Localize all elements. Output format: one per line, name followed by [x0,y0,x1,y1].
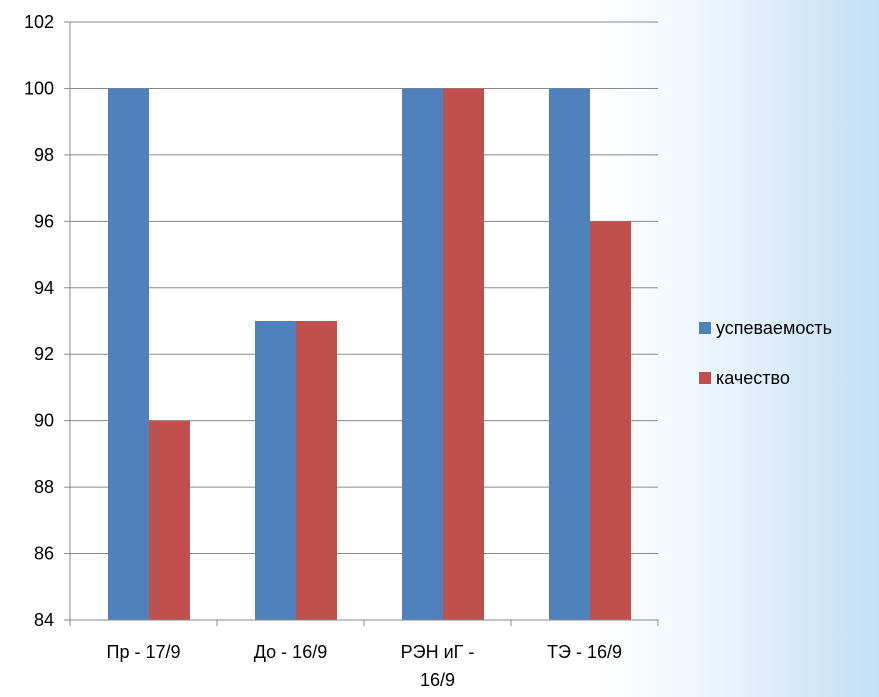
bar-uspevaemost-1 [255,321,296,620]
x-tick-label-0: Пр - 17/9 [107,642,181,662]
y-tick-label-86: 86 [34,544,54,564]
y-tick-label-100: 100 [24,78,54,98]
y-tick-label-96: 96 [34,211,54,231]
bar-kachestvo-2 [443,88,484,620]
y-tick-label-102: 102 [24,12,54,32]
y-tick-label-84: 84 [34,610,54,630]
bar-kachestvo-1 [296,321,337,620]
y-tick-label-88: 88 [34,477,54,497]
x-tick-label-2: РЭН иГ -16/9 [401,642,475,690]
axes [64,21,659,626]
y-tick-label-92: 92 [34,344,54,364]
bar-kachestvo-0 [149,420,190,620]
bar-uspevaemost-2 [402,88,443,620]
bar-kachestvo-3 [590,221,631,621]
x-tick-label-3: ТЭ - 16/9 [547,642,622,662]
legend: успеваемость качество [699,318,832,388]
x-tick-label-1: До - 16/9 [254,642,327,662]
bar-uspevaemost-3 [549,88,590,620]
legend-swatch-kachestvo [699,372,711,384]
y-tick-label-90: 90 [34,411,54,431]
y-tick-labels: 84 86 88 90 92 94 96 98 100 102 [24,12,54,630]
legend-label-uspevaemost: успеваемость [716,318,832,338]
x-tick-labels: Пр - 17/9 До - 16/9 РЭН иГ -16/9 ТЭ - 16/9 [107,642,622,690]
y-tick-label-94: 94 [34,278,54,298]
legend-swatch-uspevaemost [699,322,711,334]
bars [108,88,631,621]
legend-label-kachestvo: качество [716,368,790,388]
y-tick-label-98: 98 [34,145,54,165]
bar-uspevaemost-0 [108,88,149,620]
